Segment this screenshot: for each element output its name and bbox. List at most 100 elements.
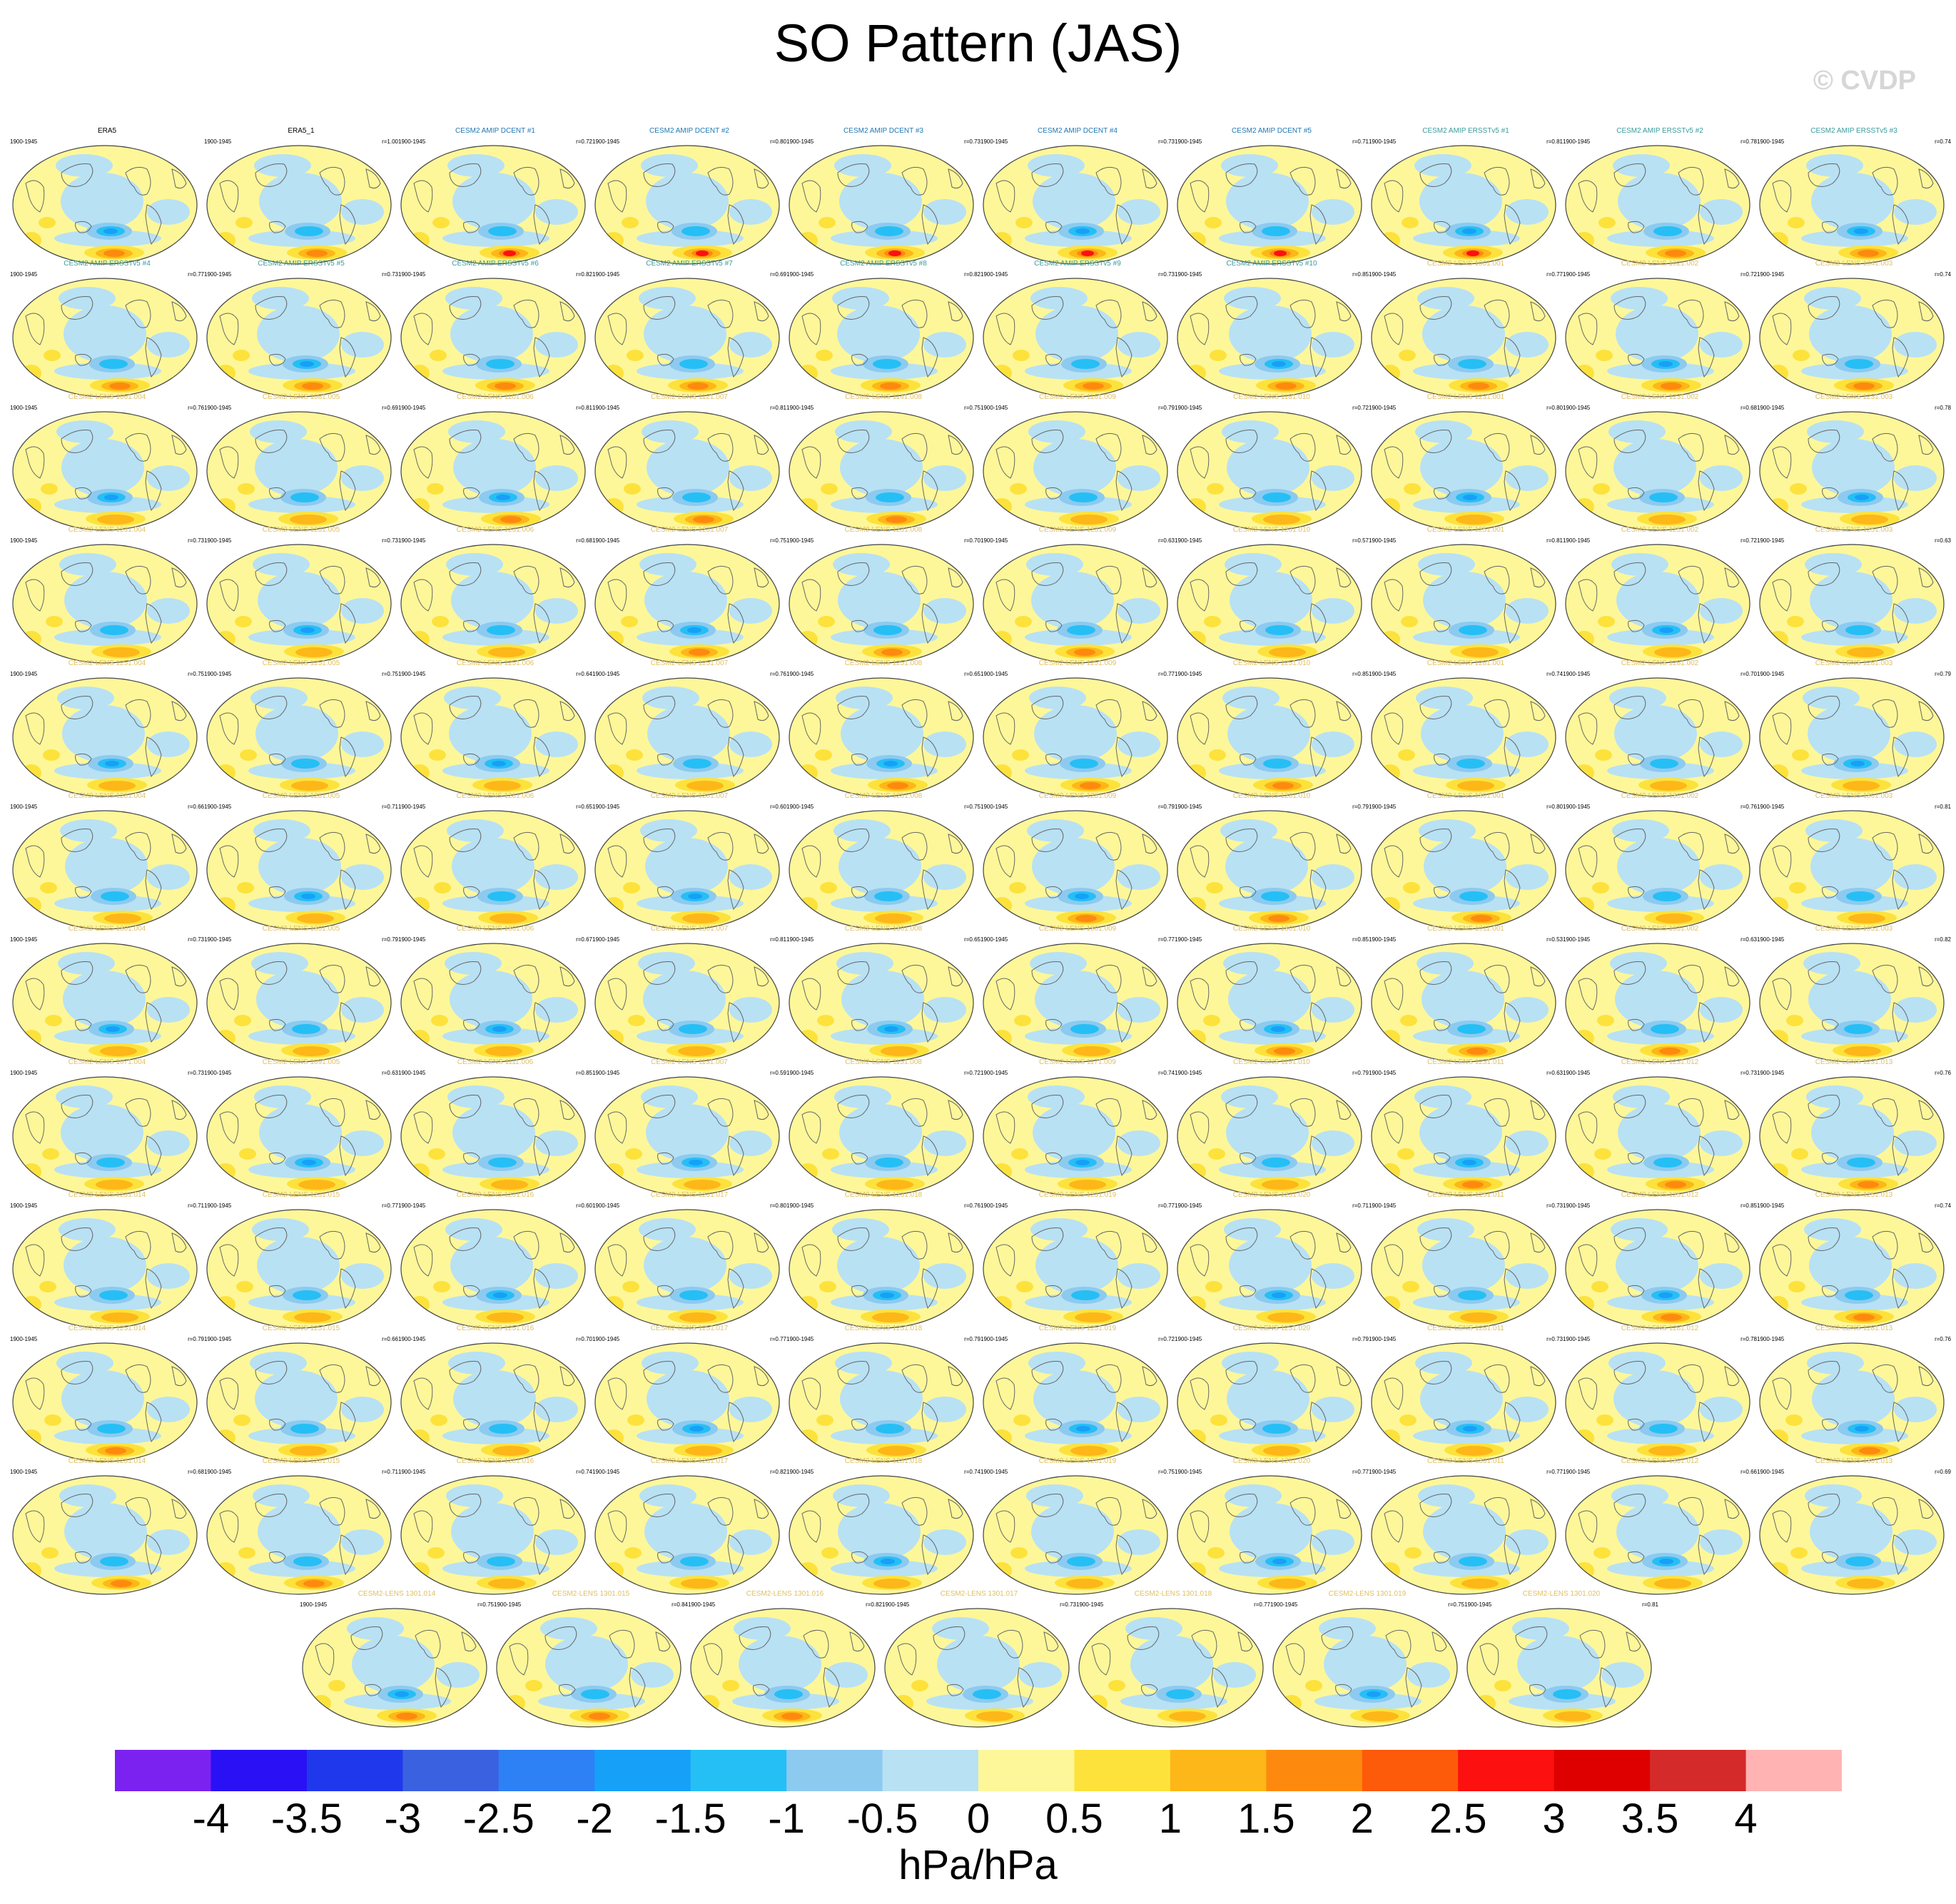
panel-period: 1900-1945 [592, 537, 620, 545]
panel-period: 1900-1945 [1757, 670, 1785, 677]
panel-title: CESM2-LENS 1251.005 [262, 659, 340, 667]
map-panel: CESM2-LENS 1041.003 1900-1945 r=0.74 [1757, 260, 1951, 397]
colorbar-tick: 1.5 [1237, 1796, 1295, 1842]
panel-title: CESM2-LENS 1301.020 [1522, 1590, 1601, 1599]
map-plot [400, 1076, 586, 1196]
panel-title: CESM2-LENS 1231.017 [650, 1191, 729, 1200]
panel-correlation: r=0.80 [1546, 804, 1563, 810]
panel-correlation: r=0.70 [576, 1335, 592, 1342]
panel-period: 1900-1945 [786, 404, 814, 411]
map-plot [690, 1608, 876, 1728]
map-plot [1177, 278, 1362, 397]
panel-title: CESM2-LENS 1281.006 [456, 792, 534, 800]
map-panel: CESM2-LENS 1281.001 1900-1945 r=0.74 [1369, 659, 1563, 797]
map-panel: CESM2-LENS 1021.002 1900-1945 r=0.72 [1563, 260, 1757, 397]
panel-period: 1900-1945 [398, 138, 426, 145]
panel-title: CESM2 AMIP ERSSTv5 #9 [1034, 260, 1121, 268]
panel-title: CESM2-LENS 1231.015 [262, 1191, 340, 1200]
panel-period: 1900-1945 [204, 271, 232, 278]
map-panel: CESM2-LENS 1301.019 1900-1945 r=0.75 [1270, 1590, 1464, 1728]
colorbar-tick: -2.5 [462, 1796, 534, 1842]
panel-title: CESM2-LENS 1251.017 [650, 1324, 729, 1332]
panel-title: CESM2-LENS 1101.006 [457, 393, 534, 401]
map-panel: CESM2-LENS 1231.020 1900-1945 r=0.71 [1175, 1191, 1369, 1329]
panel-correlation: r=0.73 [1546, 1335, 1563, 1342]
map-panel: CESM2-LENS 1301.012 1900-1945 r=0.66 [1563, 1457, 1757, 1595]
panel-correlation: r=0.65 [964, 936, 980, 943]
map-panel: CESM2-LENS 1181.010 1900-1945 r=0.72 [1175, 393, 1369, 531]
panel-correlation: r=0.76 [1935, 1335, 1951, 1342]
map-panel: CESM2-LENS 1231.007 1900-1945 r=0.75 [592, 526, 786, 664]
panel-period: 1900-1945 [1175, 1469, 1202, 1475]
panel-correlation: r=0.73 [1060, 1601, 1076, 1609]
map-plot [1565, 1342, 1750, 1462]
colorbar-box [1266, 1750, 1363, 1791]
map-plot [1371, 1076, 1556, 1196]
colorbar-tick: -3.5 [270, 1796, 343, 1842]
map-panel: CESM2-LENS 1301.002 1900-1945 r=0.76 [1563, 792, 1757, 930]
panel-correlation: r=0.81 [1546, 138, 1563, 145]
panel-title: CESM2-LENS 1301.008 [844, 925, 923, 933]
panel-period: 1900-1945 [1563, 537, 1591, 545]
map-plot [789, 1076, 974, 1196]
panel-correlation: r=0.75 [1448, 1601, 1464, 1609]
map-panel: CESM2-LENS 1301.017 1900-1945 r=0.73 [882, 1590, 1076, 1728]
map-panel: CESM2 AMIP DCENT #1 1900-1945 r=0.72 [398, 127, 592, 265]
map-plot [1759, 1209, 1945, 1329]
map-panel: CESM2 AMIP DCENT #5 1900-1945 r=0.71 [1175, 127, 1369, 265]
map-panel: CESM2 AMIP DCENT #4 1900-1945 r=0.73 [980, 127, 1175, 265]
panel-title: CESM2-LENS 1251.011 [1427, 1191, 1504, 1200]
panel-title: CESM2 AMIP DCENT #2 [649, 127, 729, 135]
panel-period: 1900-1945 [1369, 404, 1397, 411]
panel-correlation: r=0.63 [1740, 936, 1757, 943]
panel-correlation: r=0.68 [1740, 404, 1757, 411]
panel-title: CESM2-LENS 1281.018 [844, 1457, 923, 1465]
map-panel: CESM2 AMIP DCENT #3 1900-1945 r=0.73 [786, 127, 980, 265]
colorbar-box [786, 1750, 883, 1791]
panel-correlation: r=0.68 [576, 537, 592, 545]
panel-title: CESM2 AMIP ERSSTv5 #5 [258, 260, 345, 268]
panel-title: CESM2 AMIP ERSSTv5 #1 [1422, 127, 1509, 135]
map-plot [12, 1475, 198, 1595]
panel-title: CESM2 AMIP ERSSTv5 #6 [452, 260, 539, 268]
map-panel: CESM2 AMIP ERSSTv5 #3 1900-1945 r=0.74 [1757, 127, 1951, 265]
panel-period: 1900-1945 [10, 936, 38, 943]
panel-correlation: r=0.82 [964, 271, 980, 278]
panel-title: CESM2-LENS 1301.014 [358, 1590, 436, 1599]
panel-period: 1900-1945 [398, 804, 426, 810]
panel-period: 1900-1945 [786, 1069, 814, 1076]
panel-title: CESM2-LENS 1231.020 [1232, 1191, 1311, 1200]
panel-period: 1900-1945 [1757, 936, 1785, 943]
panel-period: 1900-1945 [10, 271, 38, 278]
panel-period: 1900-1945 [1757, 1069, 1785, 1076]
map-panel: CESM2-LENS 1081.005 1900-1945 r=0.69 [204, 393, 398, 531]
map-plot [983, 411, 1168, 531]
map-plot [1759, 145, 1945, 265]
panel-period: 1900-1945 [980, 670, 1008, 677]
map-panel: CESM2 AMIP ERSSTv5 #7 1900-1945 r=0.69 [592, 260, 786, 397]
map-plot [206, 1209, 392, 1329]
panel-correlation: r=0.67 [576, 936, 592, 943]
colorbar-box [402, 1750, 500, 1791]
colorbar-box [211, 1750, 308, 1791]
map-panel: CESM2-LENS 1121.007 1900-1945 r=0.81 [592, 393, 786, 531]
panel-period: 1900-1945 [1175, 404, 1202, 411]
map-plot [1371, 943, 1556, 1063]
map-panel: CESM2-LENS 1281.003 1900-1945 r=0.79 [1757, 659, 1951, 797]
map-panel: CESM2-LENS 1301.015 1900-1945 r=0.84 [494, 1590, 688, 1728]
panel-correlation: r=0.66 [188, 804, 204, 810]
panel-period: 1900-1945 [592, 271, 620, 278]
map-plot [1177, 810, 1362, 930]
map-plot [789, 411, 974, 531]
map-plot [12, 145, 198, 265]
panel-title: CESM2 AMIP DCENT #4 [1038, 127, 1118, 135]
panel-period: 1900-1945 [1563, 1202, 1591, 1210]
map-plot [1371, 1475, 1556, 1595]
map-panel: CESM2-LENS 1231.015 1900-1945 r=0.77 [204, 1191, 398, 1329]
map-plot [1565, 411, 1750, 531]
map-plot [983, 810, 1168, 930]
map-panel: CESM2 AMIP ERSSTv5 #5 1900-1945 r=0.73 [204, 260, 398, 397]
map-panel: CESM2-LENS 1231.006 1900-1945 r=0.68 [398, 526, 592, 664]
panel-correlation: r=0.74 [1935, 1202, 1951, 1210]
panel-correlation: r=0.63 [1158, 537, 1175, 545]
